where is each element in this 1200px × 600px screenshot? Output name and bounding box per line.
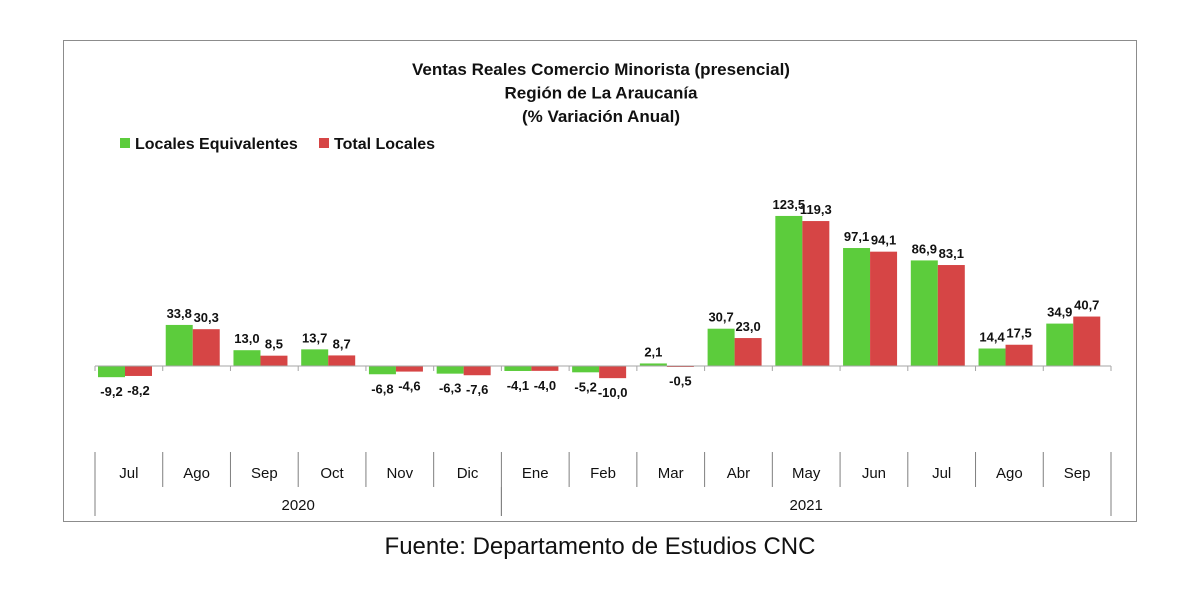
- data-label: 13,0: [234, 331, 259, 346]
- bar: [192, 329, 220, 366]
- category-label: Oct: [320, 465, 344, 482]
- bar: [301, 349, 329, 366]
- source-note: Fuente: Departamento de Estudios CNC: [384, 533, 816, 560]
- bar: [599, 366, 627, 379]
- data-label: -6,3: [439, 381, 461, 396]
- data-label: 94,1: [871, 233, 896, 248]
- category-label: Jun: [862, 465, 886, 482]
- bar: [910, 260, 938, 366]
- bar: [368, 366, 396, 375]
- bar: [260, 355, 288, 366]
- data-label: 30,3: [194, 310, 219, 325]
- bar: [1046, 323, 1074, 366]
- bar: [165, 324, 193, 366]
- chart-title-line: Región de La Araucanía: [504, 84, 698, 103]
- legend-label: Total Locales: [334, 136, 435, 153]
- bar: [125, 366, 152, 376]
- category-label: Jul: [119, 465, 138, 482]
- data-label: 14,4: [979, 330, 1005, 345]
- bar: [395, 366, 423, 372]
- data-label: 2,1: [644, 344, 662, 359]
- year-label: 2021: [790, 497, 823, 514]
- year-label: 2020: [282, 497, 315, 514]
- bar: [463, 366, 491, 376]
- bar: [802, 221, 830, 366]
- data-label: 34,9: [1047, 305, 1072, 320]
- chart-svg: Ventas Reales Comercio Minorista (presen…: [94, 60, 1112, 516]
- bar: [233, 350, 261, 366]
- data-label: -4,1: [507, 378, 529, 393]
- bar: [978, 348, 1006, 366]
- bar: [531, 366, 559, 371]
- data-label: -7,6: [466, 382, 488, 397]
- bar: [937, 265, 965, 366]
- category-label: Ago: [183, 465, 210, 482]
- data-label: 83,1: [939, 246, 964, 261]
- category-label: May: [792, 465, 821, 482]
- data-label: 13,7: [302, 330, 327, 345]
- data-label: 33,8: [167, 306, 192, 321]
- category-label: Sep: [1064, 465, 1091, 482]
- legend-swatch: [319, 138, 329, 148]
- data-label: -8,2: [127, 383, 149, 398]
- chart-title-line: Ventas Reales Comercio Minorista (presen…: [412, 60, 790, 79]
- bar: [436, 366, 464, 374]
- category-label: Nov: [386, 465, 413, 482]
- legend-swatch: [120, 138, 130, 148]
- data-label: 40,7: [1074, 298, 1099, 313]
- chart-title-line: (% Variación Anual): [522, 107, 680, 126]
- data-label: 86,9: [912, 241, 937, 256]
- category-label: Ene: [522, 465, 549, 482]
- data-label: -6,8: [371, 381, 393, 396]
- data-label: 17,5: [1006, 326, 1031, 341]
- data-label: -0,5: [669, 374, 691, 389]
- bar: [572, 366, 600, 373]
- data-label: -10,0: [598, 385, 628, 400]
- data-label: -5,2: [574, 379, 596, 394]
- data-label: -4,0: [534, 378, 556, 393]
- bar: [775, 215, 803, 366]
- bar: [1073, 316, 1101, 366]
- data-label: 8,7: [333, 336, 351, 351]
- category-label: Feb: [590, 465, 616, 482]
- bar: [328, 355, 356, 366]
- data-label: 123,5: [773, 197, 806, 212]
- bar: [870, 251, 898, 366]
- data-label: -9,2: [100, 384, 122, 399]
- category-label: Mar: [658, 465, 684, 482]
- bar: [504, 366, 532, 371]
- category-label: Sep: [251, 465, 278, 482]
- category-label: Jul: [932, 465, 951, 482]
- bar: [98, 366, 125, 378]
- data-label: -4,6: [398, 379, 420, 394]
- category-label: Ago: [996, 465, 1023, 482]
- bar: [843, 248, 871, 366]
- bar: [639, 363, 667, 366]
- category-label: Dic: [457, 465, 479, 482]
- data-label: 8,5: [265, 337, 283, 352]
- chart-frame: Ventas Reales Comercio Minorista (presen…: [63, 40, 1137, 522]
- legend-label: Locales Equivalentes: [135, 136, 298, 153]
- bar: [1005, 344, 1033, 366]
- data-label: 97,1: [844, 229, 869, 244]
- data-label: 30,7: [708, 310, 733, 325]
- bar: [707, 328, 735, 366]
- bar: [734, 338, 762, 366]
- category-label: Abr: [727, 465, 750, 482]
- data-label: 119,3: [800, 202, 832, 217]
- data-label: 23,0: [735, 319, 760, 334]
